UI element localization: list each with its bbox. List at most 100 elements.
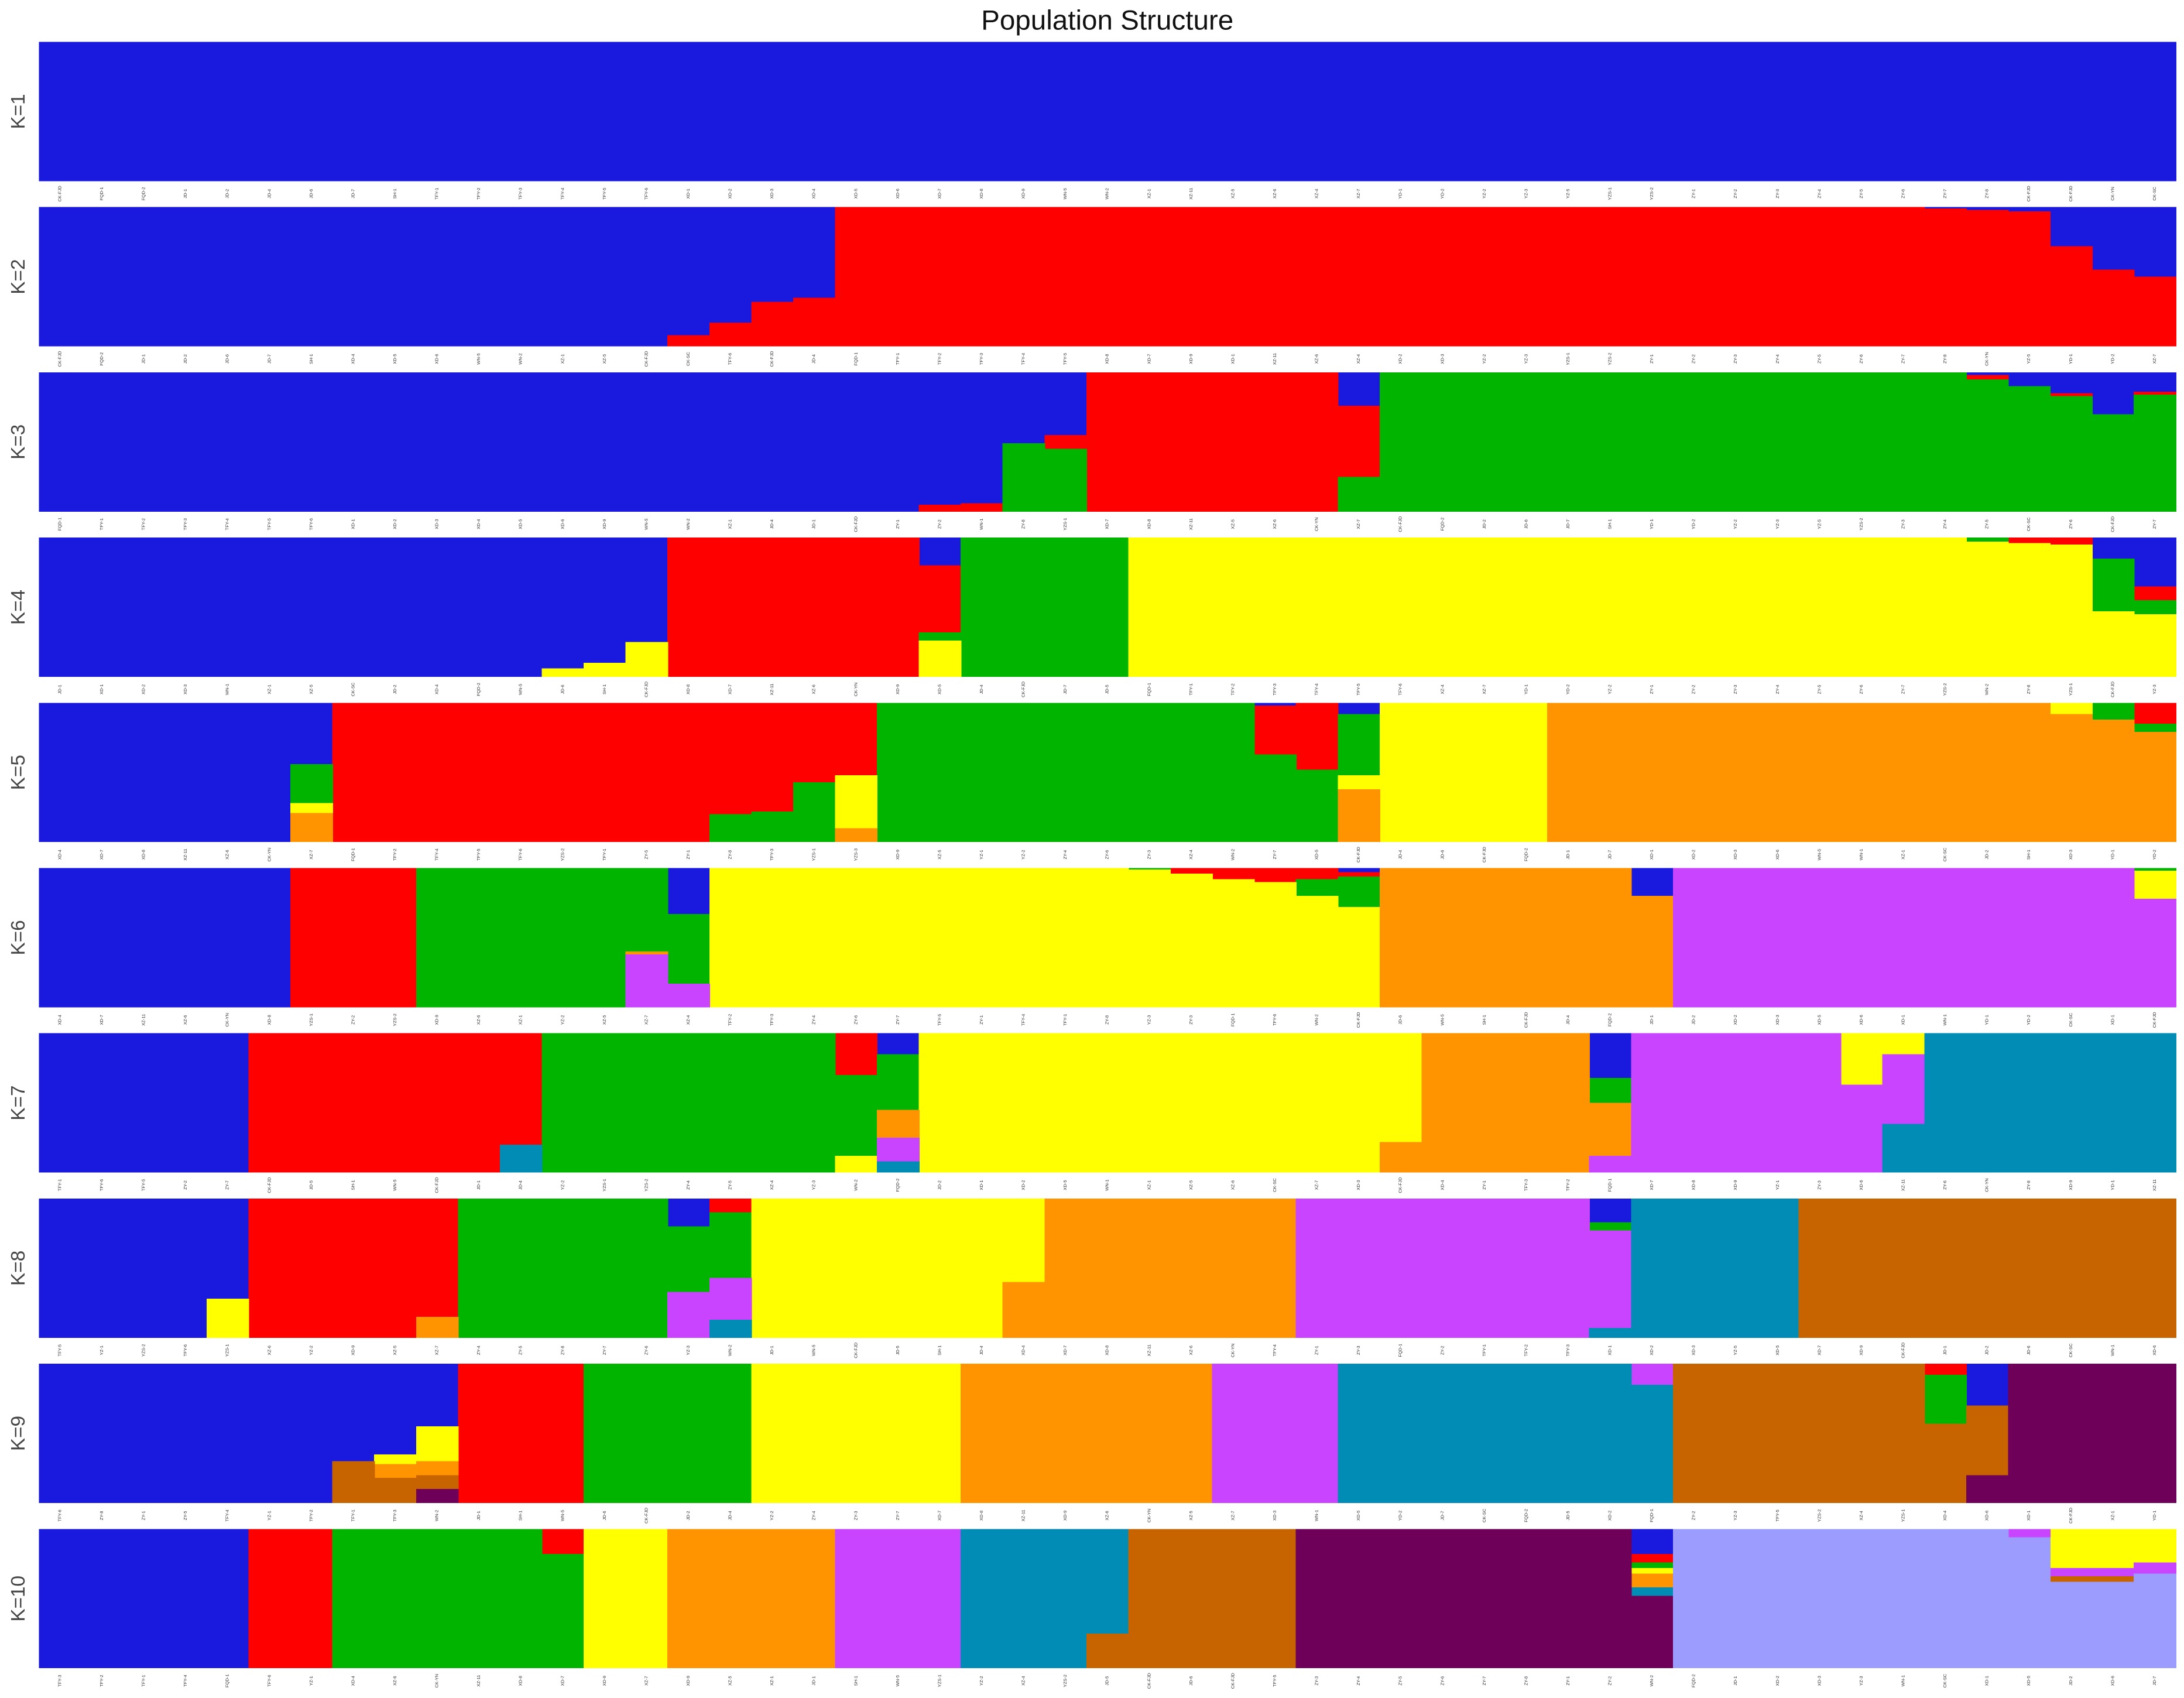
bar-segment (1882, 538, 1925, 677)
bar-segment (541, 703, 585, 843)
bar-segment (2092, 269, 2135, 347)
bar-segment (1966, 1198, 2009, 1338)
bar-segment (39, 1033, 82, 1173)
bar-segment (1044, 1529, 1088, 1669)
bar-segment (1924, 703, 1967, 843)
individual-label: JD-1 (1649, 1015, 1654, 1025)
individual-label: WN-5 (643, 519, 649, 530)
individual-label: XZ-1 (2110, 1511, 2115, 1521)
bar-segment (1631, 538, 1674, 677)
individual-label: CK-FJD (853, 516, 858, 532)
bar-segment (416, 1461, 459, 1476)
individual-label: XZ-7 (643, 1676, 649, 1686)
bar-segment (416, 372, 459, 512)
individual-label: YZS-1 (937, 1675, 942, 1687)
individual-label: TFY-3 (979, 353, 984, 365)
bar-segment (2134, 207, 2176, 277)
bar-segment (1966, 207, 2009, 210)
individual-label: ZY-6 (853, 1015, 858, 1025)
bar-segment (2134, 1573, 2176, 1669)
bar-segment (1589, 1230, 1632, 1329)
individual-label: YZ-5 (1733, 1346, 1738, 1355)
bar-segment (2134, 1529, 2176, 1563)
individual-label: JD-6 (1439, 850, 1445, 860)
bar-segment (206, 538, 249, 677)
bar-segment (1882, 1054, 1925, 1124)
individual-label: XD-6 (434, 354, 440, 364)
bar-segment (1798, 1364, 1842, 1504)
bar-segment (2050, 393, 2093, 396)
bar-segment (1128, 1033, 1171, 1173)
individual-label: YZ-1 (266, 1511, 272, 1521)
bar-segment (1338, 1364, 1381, 1504)
bar-segment (1882, 42, 1925, 182)
individual-label: YZS-2 (1942, 683, 1948, 696)
bar-segment (709, 372, 752, 512)
individual-label: XD-4 (434, 684, 440, 694)
individual-label: FQD-1 (350, 848, 355, 861)
individual-label: TFY-1 (1062, 1014, 1068, 1026)
bar-segment (1715, 1364, 1758, 1504)
individual-label: TFY-5 (1272, 1675, 1277, 1686)
bar-segment (499, 372, 543, 512)
bar-segment (206, 1299, 249, 1338)
individual-label: XZ-11 (2152, 1179, 2157, 1191)
bar-segment (374, 538, 417, 677)
bar-segment (1463, 207, 1506, 347)
bar-segment (1631, 1384, 1674, 1504)
individual-label: XZ-1 (560, 354, 565, 364)
individual-label: ZY-7 (895, 1511, 900, 1521)
individual-label: WN-2 (1984, 684, 1990, 695)
individual-label: XZ-5 (392, 1346, 397, 1355)
individual-label: TFY-6 (1398, 683, 1403, 695)
bar-segment (1086, 868, 1129, 1008)
individual-label: ZY-8 (1021, 519, 1026, 529)
bar-segment (667, 983, 710, 1008)
bar-segment (1505, 868, 1548, 1008)
individual-label: XZ-4 (1314, 189, 1319, 198)
individual-label: TFY-4 (1314, 683, 1319, 695)
bar-segment (2134, 600, 2176, 614)
individual-label: JD-6 (308, 189, 314, 198)
individual-label: XZ-7 (2152, 354, 2157, 364)
bar-segment (2008, 538, 2051, 543)
individual-label: FQD-2 (1523, 1509, 1528, 1522)
individual-label: XD-2 (141, 684, 146, 694)
bar-segment (1840, 538, 1883, 677)
individual-label: CK-FJD (1398, 516, 1403, 532)
individual-label: ZY-8 (99, 1511, 104, 1521)
individual-label: CK-YN (853, 683, 858, 697)
bar-segment (625, 1364, 668, 1504)
bar-segment (1044, 434, 1088, 449)
individual-label: FQD-2 (895, 1179, 900, 1192)
bar-segment (1631, 703, 1674, 843)
bar-segment (1254, 703, 1297, 706)
individual-label: WN-2 (1105, 188, 1110, 199)
bar-segment (1966, 1033, 2009, 1173)
bar-segment (81, 1033, 124, 1173)
individual-label: XD-9 (350, 1346, 355, 1355)
individual-label: ZY-7 (1272, 850, 1277, 860)
bar-segment (2134, 1562, 2176, 1574)
individual-label: XZ-5 (308, 684, 314, 694)
individual-label: TFY-4 (183, 1675, 188, 1687)
bar-segment (1798, 538, 1842, 677)
bar-segment (918, 207, 962, 347)
individual-label: SH-1 (602, 684, 607, 694)
bar-segment (164, 868, 208, 1008)
individual-label: JD-2 (225, 189, 230, 198)
individual-label: TFY-4 (1021, 1014, 1026, 1026)
individual-label: JD-2 (1482, 519, 1487, 529)
bar-segment (1463, 538, 1506, 677)
bar-segment (793, 703, 836, 782)
bar-segment (458, 1033, 501, 1173)
bar-segment (1505, 1198, 1548, 1338)
individual-label: YZ-2 (560, 1180, 565, 1190)
bar-segment (1757, 1198, 1799, 1338)
individual-label: ZY-1 (979, 1015, 984, 1025)
bar-segment (1840, 1529, 1883, 1669)
bar-segment (1924, 372, 1967, 512)
bar-segment (1170, 1529, 1213, 1669)
individual-label: XZ-4 (1188, 850, 1194, 860)
individual-label: JD-5 (308, 1180, 314, 1190)
